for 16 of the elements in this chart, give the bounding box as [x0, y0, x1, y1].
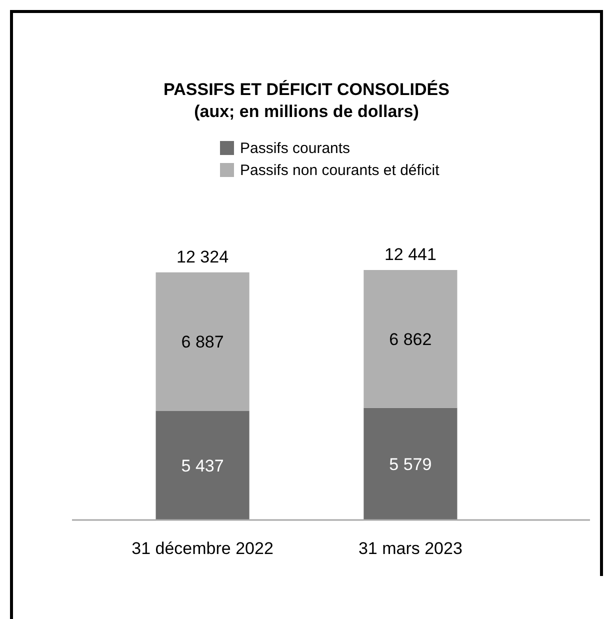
- x-tick-label: 31 mars 2023: [358, 539, 462, 558]
- chart-subtitle: (aux; en millions de dollars): [194, 102, 419, 121]
- bar: [156, 410, 250, 520]
- data-label: 6 862: [389, 330, 432, 349]
- total-label: 12 324: [176, 247, 229, 266]
- x-tick-label: 31 décembre 2022: [132, 539, 274, 558]
- legend-label: Passifs non courants et déficit: [240, 162, 440, 179]
- total-label: 12 441: [384, 245, 436, 264]
- bar: [364, 408, 458, 520]
- data-label: 5 579: [389, 454, 432, 474]
- bar: [156, 272, 250, 411]
- bar: [364, 270, 458, 408]
- chart-title: PASSIFS ET DÉFICIT CONSOLIDÉS: [164, 79, 450, 99]
- data-label: 6 887: [181, 332, 224, 352]
- data-label: 5 437: [181, 456, 224, 476]
- legend-label: Passifs courants: [240, 140, 350, 157]
